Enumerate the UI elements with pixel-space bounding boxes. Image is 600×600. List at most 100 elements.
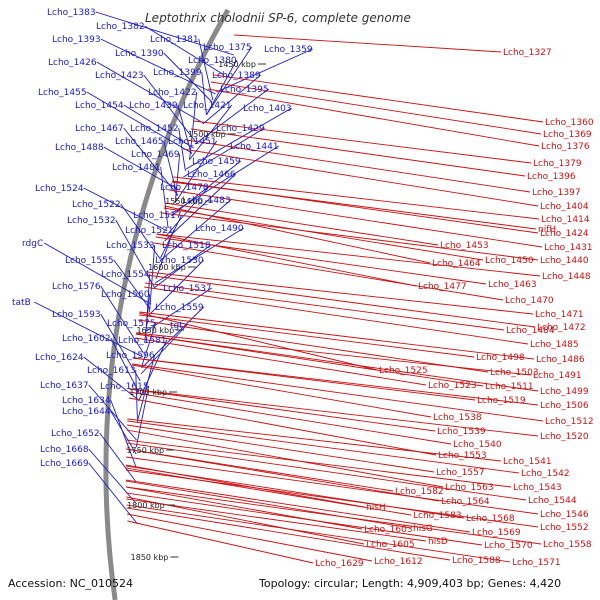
forward-gene-leader bbox=[100, 313, 141, 382]
kbp-mark-label: 1500 kbp bbox=[188, 130, 226, 139]
forward-gene-label: Lcho_1524 bbox=[35, 184, 84, 194]
reverse-gene-leader bbox=[126, 507, 451, 561]
forward-gene-label: Lcho_1429 bbox=[216, 124, 265, 134]
forward-gene-label: Lcho_1581 bbox=[118, 336, 167, 346]
forward-gene-leader bbox=[159, 199, 231, 262]
reverse-gene-label: Lcho_1477 bbox=[418, 282, 467, 292]
reverse-gene-leader bbox=[138, 319, 489, 373]
forward-gene-label: Lcho_1593 bbox=[52, 310, 101, 320]
reverse-gene-label: Lcho_1519 bbox=[477, 396, 526, 406]
reverse-gene-label: Lcho_1538 bbox=[433, 413, 482, 423]
reverse-gene-label: Lcho_1484 bbox=[506, 326, 555, 336]
reverse-gene-label: Lcho_1512 bbox=[545, 417, 594, 427]
reverse-gene-leader bbox=[125, 480, 412, 529]
reverse-gene-label: Lcho_1557 bbox=[436, 468, 485, 478]
reverse-gene-leader bbox=[190, 128, 526, 177]
forward-gene-leader bbox=[177, 104, 192, 155]
forward-gene-label: Lcho_1488 bbox=[55, 143, 104, 153]
reverse-gene-label: Lcho_1414 bbox=[541, 215, 590, 225]
reverse-gene-leader bbox=[126, 429, 444, 488]
forward-gene-label: Lcho_1490 bbox=[195, 224, 244, 234]
forward-gene-label: Lcho_1560 bbox=[101, 290, 150, 300]
forward-gene-label: Lcho_1421 bbox=[183, 101, 232, 111]
forward-gene-leader bbox=[96, 61, 204, 124]
forward-gene-label: Lcho_1390 bbox=[115, 49, 164, 59]
reverse-gene-leader bbox=[125, 479, 471, 533]
reverse-gene-leader bbox=[127, 424, 435, 473]
reverse-gene-label: Lcho_1552 bbox=[540, 523, 589, 533]
forward-gene-label: Lcho_1422 bbox=[148, 88, 197, 98]
forward-gene-leader bbox=[178, 127, 186, 172]
reverse-gene-leader bbox=[156, 233, 541, 277]
forward-gene-leader bbox=[216, 48, 313, 93]
reverse-gene-label: Lcho_1539 bbox=[437, 427, 486, 437]
forward-gene-label: Lcho_1381 bbox=[150, 35, 199, 45]
forward-gene-label: Lcho_1559 bbox=[155, 303, 204, 313]
reverse-gene-label: Lcho_1424 bbox=[540, 229, 589, 239]
reverse-gene-label: Lcho_1369 bbox=[543, 130, 592, 140]
forward-gene-label: Lcho_1395 bbox=[220, 85, 269, 95]
reverse-gene-label: Lcho_1485 bbox=[530, 340, 579, 350]
kbp-mark-label: 1450 kbp bbox=[218, 60, 256, 69]
reverse-gene-label: Lcho_1404 bbox=[540, 202, 589, 212]
reverse-gene-leader bbox=[125, 467, 412, 516]
reverse-gene-leader bbox=[126, 442, 527, 501]
forward-gene-label: Lcho_1521 bbox=[125, 226, 174, 236]
forward-gene-leader bbox=[140, 324, 188, 375]
kbp-mark-label: 1650 kbp bbox=[136, 326, 174, 335]
forward-gene-leader bbox=[144, 25, 225, 76]
reverse-gene-leader bbox=[126, 439, 512, 488]
forward-gene-leader bbox=[149, 244, 156, 313]
forward-gene-label: Lcho_1451 bbox=[168, 137, 217, 147]
forward-gene-label: Lcho_1517 bbox=[133, 211, 182, 221]
reverse-gene-label: Lcho_1471 bbox=[535, 310, 584, 320]
reverse-gene-label: Lcho_1571 bbox=[512, 558, 561, 568]
reverse-gene-label: Lcho_1553 bbox=[438, 451, 487, 461]
reverse-gene-leader bbox=[183, 148, 539, 207]
forward-gene-label: Lcho_1455 bbox=[38, 88, 87, 98]
forward-gene-label: tatB bbox=[12, 298, 31, 308]
forward-gene-leader bbox=[164, 173, 237, 242]
kbp-mark-label: 1850 kbp bbox=[131, 553, 169, 562]
reverse-gene-leader bbox=[126, 492, 483, 546]
genome-backbone bbox=[103, 8, 231, 600]
forward-gene-label: Lcho_1537 bbox=[163, 284, 212, 294]
reverse-gene-label: Lcho_1511 bbox=[485, 382, 534, 392]
reverse-gene-label: Lcho_1360 bbox=[545, 118, 594, 128]
gene-ring bbox=[103, 8, 231, 600]
forward-gene-leader bbox=[120, 203, 161, 260]
forward-gene-label: rdgC bbox=[22, 239, 43, 249]
forward-gene-label: Lcho_1439 bbox=[129, 101, 178, 111]
reverse-gene-label: Lcho_1376 bbox=[541, 142, 590, 152]
reverse-gene-label: Lcho_1450 bbox=[485, 256, 534, 266]
reverse-gene-label: Lcho_1486 bbox=[536, 355, 585, 365]
forward-gene-leader bbox=[135, 369, 138, 420]
reverse-gene-leader bbox=[125, 469, 539, 528]
forward-gene-label: Lcho_1615 bbox=[100, 382, 149, 392]
forward-gene-label: Lcho_1467 bbox=[75, 124, 124, 134]
reverse-gene-leader bbox=[144, 286, 529, 345]
forward-gene-label: Lcho_1469 bbox=[131, 150, 180, 160]
reverse-gene-label: Lcho_1543 bbox=[513, 483, 562, 493]
reverse-gene-leader bbox=[164, 205, 431, 264]
reverse-gene-label: Lcho_1570 bbox=[484, 541, 533, 551]
reverse-gene-leader bbox=[173, 176, 540, 220]
reverse-gene-leader bbox=[234, 34, 502, 53]
forward-gene-label: Lcho_1532 bbox=[67, 216, 116, 226]
reverse-gene-leader bbox=[135, 337, 427, 386]
kbp-mark-label: 1700 kbp bbox=[129, 388, 167, 397]
reverse-gene-leader bbox=[126, 513, 373, 562]
reverse-gene-leader bbox=[126, 486, 542, 545]
reverse-gene-leader bbox=[131, 364, 432, 418]
forward-gene-label: Lcho_1530 bbox=[155, 256, 204, 266]
accession-text: Accession: NC_010524 bbox=[8, 577, 133, 590]
forward-gene-leader bbox=[100, 38, 216, 95]
forward-gene-leader bbox=[163, 140, 178, 197]
forward-gene-leader bbox=[100, 285, 144, 354]
reverse-gene-leader bbox=[128, 397, 437, 456]
reverse-gene-label: Lcho_1498 bbox=[476, 353, 525, 363]
forward-gene-leader bbox=[206, 59, 238, 116]
kbp-mark-label: 1800 kbp bbox=[127, 501, 165, 510]
reverse-gene-label: hisH bbox=[366, 503, 386, 513]
